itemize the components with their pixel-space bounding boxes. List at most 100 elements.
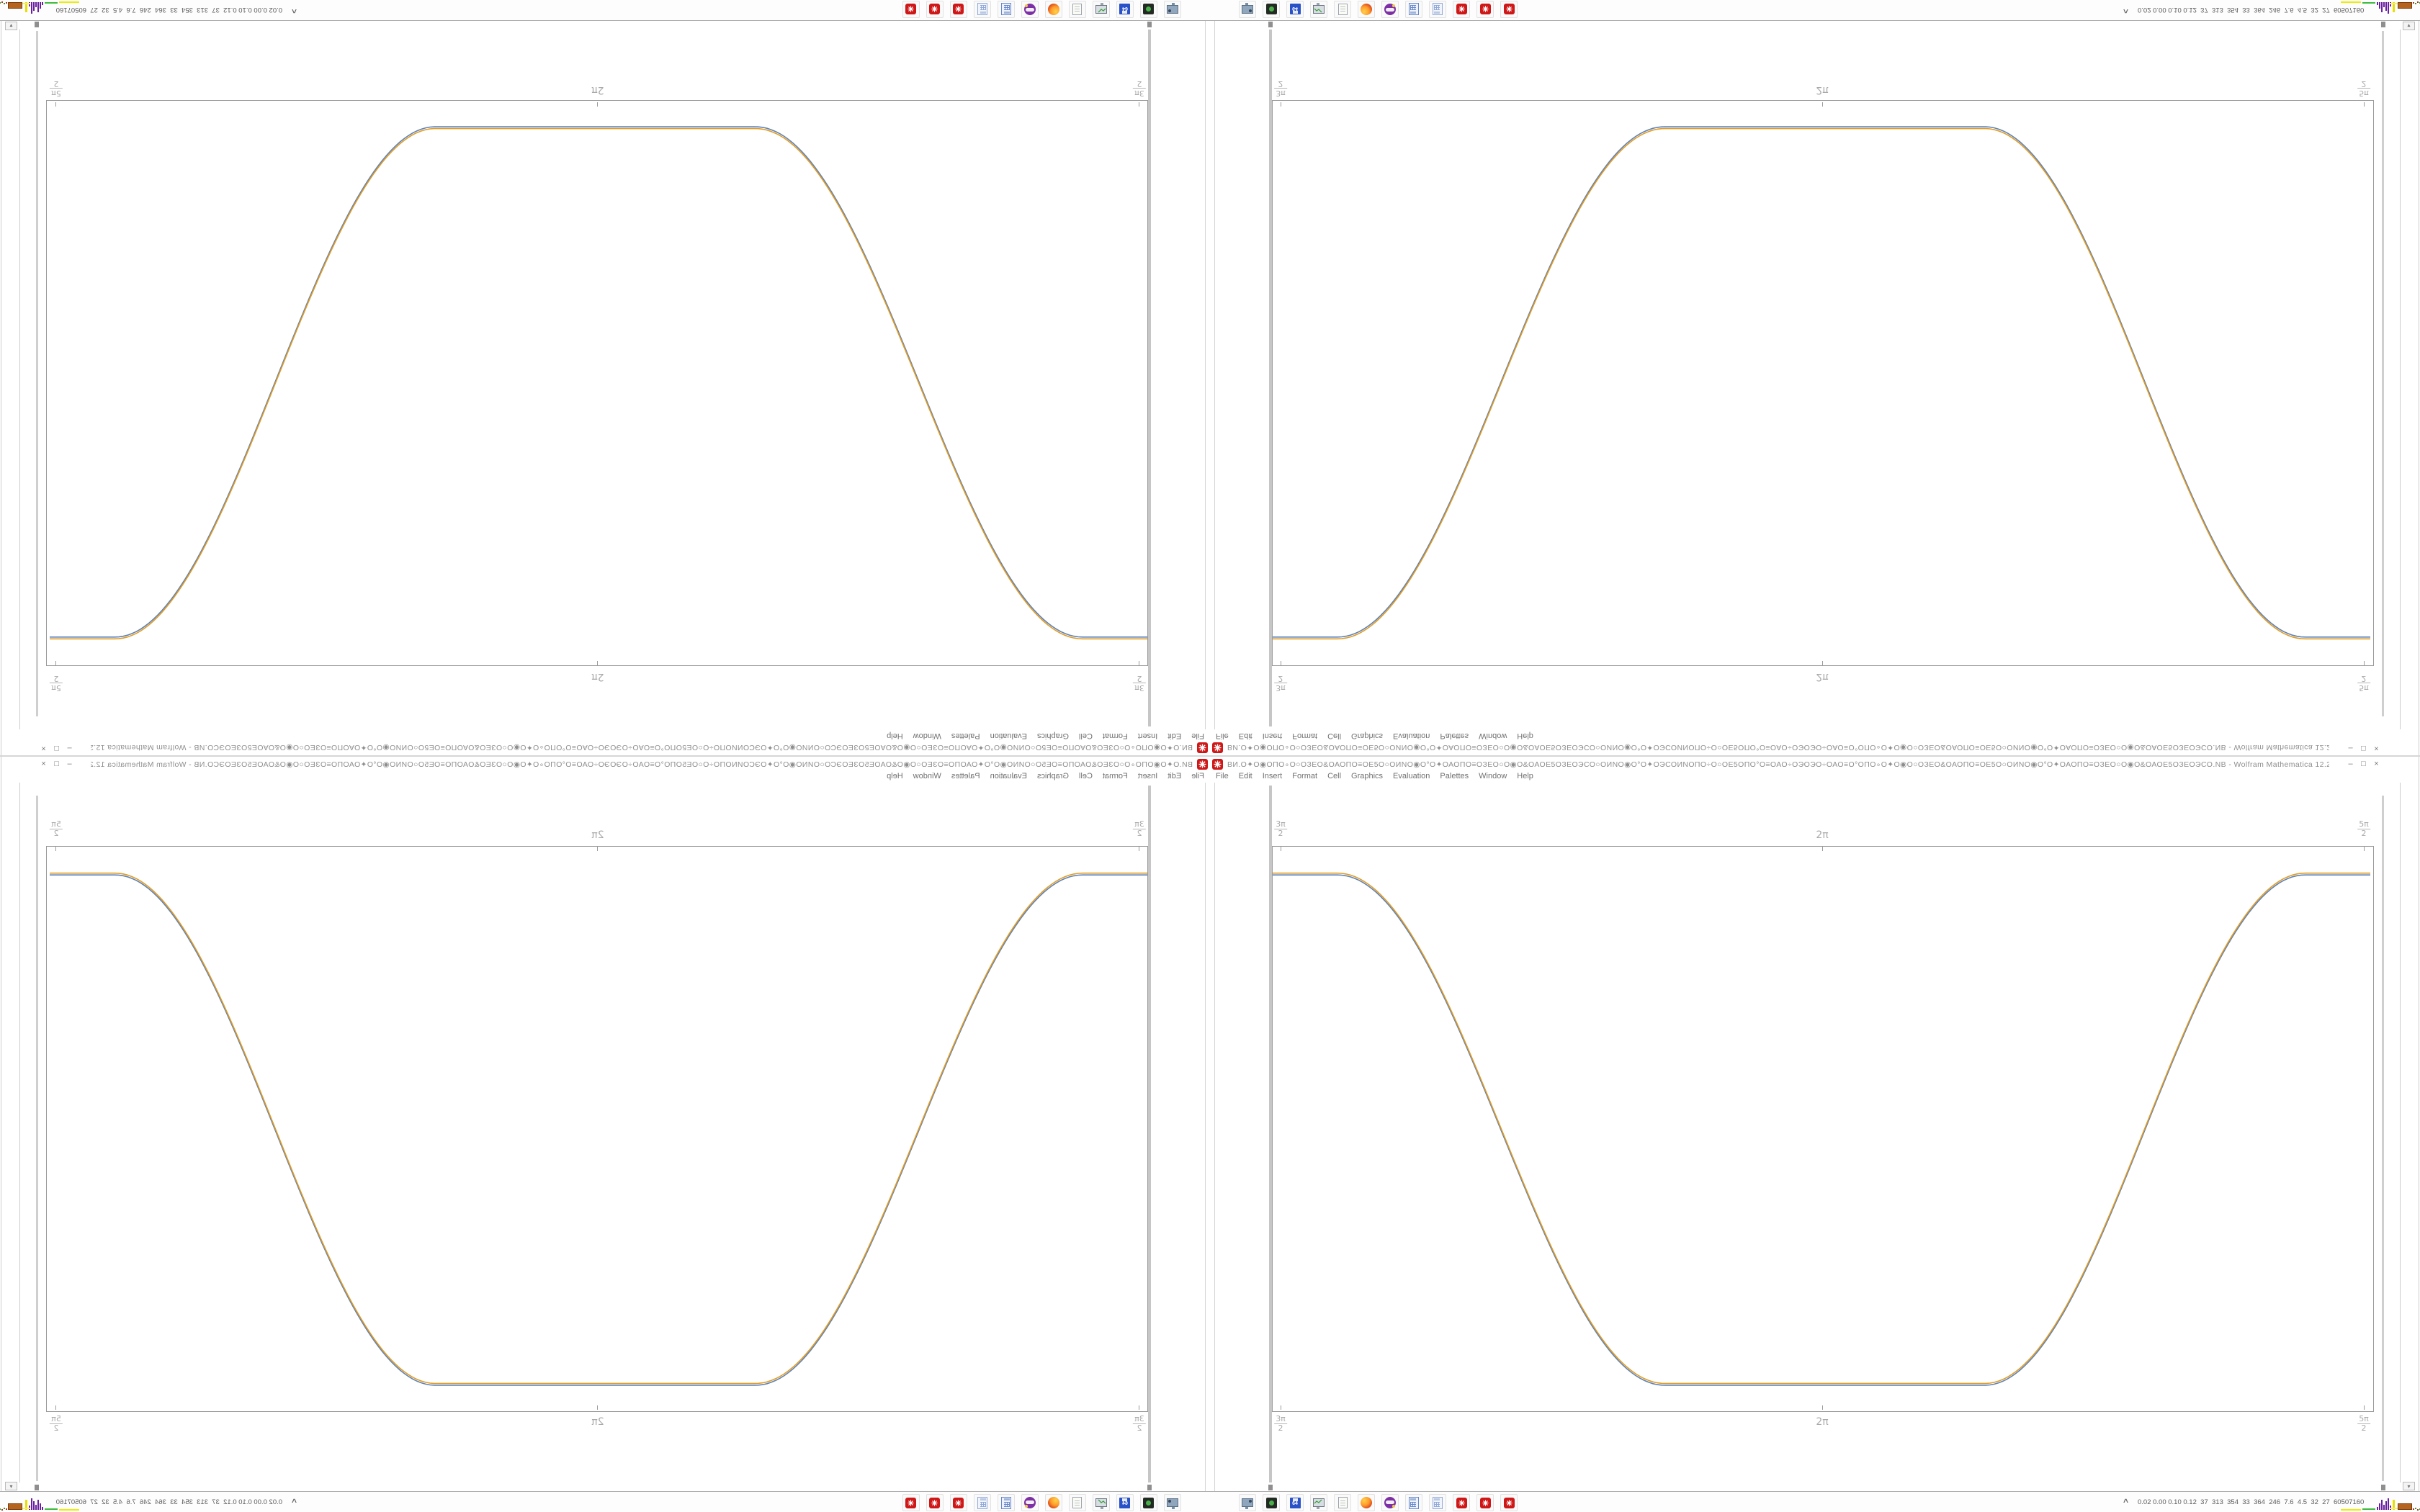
- minimize-button[interactable]: –: [67, 760, 72, 768]
- window-titlebar[interactable]: ВИ.О✦О◉ОПО∘О○ОЗЕО&ОАОПО≡ОЕ5О○ОИNО◉О°О✦ОА…: [1210, 741, 2420, 755]
- taskbar-app-calculator-alt[interactable]: [974, 1, 991, 18]
- taskbar-app-display-capture[interactable]: [1164, 1, 1181, 18]
- window-titlebar[interactable]: ВИ.О✦О◉ОПО∘О○ОЗЕО&ОАОПО≡ОЕ5О○ОИNО◉О°О✦ОА…: [1210, 757, 2420, 771]
- taskbar-app-notes[interactable]: [1334, 1, 1351, 18]
- menu-help[interactable]: Help: [1517, 772, 1533, 780]
- taskbar-app-system-monitor[interactable]: [1310, 1, 1327, 18]
- taskbar-app-mathematica-a[interactable]: [1453, 1, 1470, 18]
- taskbar-app-mathematica-c[interactable]: [902, 1494, 920, 1511]
- menu-cell[interactable]: Cell: [1327, 732, 1342, 740]
- minimize-button[interactable]: –: [67, 744, 72, 752]
- taskbar-app-disk-manager[interactable]: [1263, 1, 1280, 18]
- scrollbar-corner-dropdown[interactable]: ▾: [2403, 1482, 2415, 1490]
- taskbar-app-calculator[interactable]: [998, 1494, 1015, 1511]
- menu-graphics[interactable]: Graphics: [1351, 772, 1384, 780]
- taskbar-app-privacy-browser[interactable]: [1021, 1494, 1039, 1511]
- taskbar-app-mathematica-b[interactable]: [1476, 1, 1494, 18]
- maximize-button[interactable]: □: [2361, 760, 2366, 768]
- taskbar-app-mathematica-c[interactable]: [1500, 1494, 1518, 1511]
- taskbar-app-disk-manager[interactable]: [1140, 1, 1157, 18]
- scrollbar-corner-dropdown[interactable]: ▾: [5, 22, 17, 30]
- taskbar-app-firefox[interactable]: [1045, 1494, 1062, 1511]
- menu-help[interactable]: Help: [887, 772, 903, 780]
- menu-edit[interactable]: Edit: [1238, 772, 1252, 780]
- tray-expander-icon[interactable]: ^: [291, 1497, 297, 1507]
- menu-evaluation[interactable]: Evaluation: [990, 732, 1027, 740]
- menu-evaluation[interactable]: Evaluation: [1393, 732, 1430, 740]
- taskbar-app-calculator-alt[interactable]: [1429, 1494, 1446, 1511]
- menu-format[interactable]: Format: [1292, 772, 1318, 780]
- taskbar-app-firefox[interactable]: [1358, 1, 1375, 18]
- menu-cell[interactable]: Cell: [1078, 772, 1093, 780]
- taskbar-app-calculator-alt[interactable]: [1429, 1, 1446, 18]
- window-titlebar[interactable]: ВИ.О✦О◉ОПО∘О○ОЗЕО&ОАОПО≡ОЕ5О○ОИNО◉О°О✦ОА…: [0, 757, 1210, 771]
- menu-palettes[interactable]: Palettes: [1440, 732, 1469, 740]
- taskbar-app-calculator-alt[interactable]: [974, 1494, 991, 1511]
- window-titlebar[interactable]: ВИ.О✦О◉ОПО∘О○ОЗЕО&ОАОПО≡ОЕ5О○ОИNО◉О°О✦ОА…: [0, 741, 1210, 755]
- tray-expander-icon[interactable]: ^: [2123, 1497, 2129, 1507]
- menu-help[interactable]: Help: [887, 732, 903, 740]
- menu-format[interactable]: Format: [1102, 732, 1128, 740]
- taskbar-app-notes[interactable]: [1334, 1494, 1351, 1511]
- taskbar-app-notes[interactable]: [1069, 1494, 1086, 1511]
- cell-bracket[interactable]: [36, 31, 38, 716]
- taskbar-app-calculator[interactable]: [1405, 1494, 1422, 1511]
- taskbar-app-mathematica-a[interactable]: [950, 1, 967, 18]
- menu-window[interactable]: Window: [1479, 772, 1507, 780]
- scrollbar-corner-dropdown[interactable]: ▾: [5, 1482, 17, 1490]
- taskbar-app-display-capture[interactable]: [1239, 1494, 1256, 1511]
- taskbar-app-display-capture[interactable]: [1164, 1494, 1181, 1511]
- menu-window[interactable]: Window: [1479, 732, 1507, 740]
- menu-cell[interactable]: Cell: [1327, 772, 1342, 780]
- cell-bracket[interactable]: [36, 796, 38, 1481]
- menu-graphics[interactable]: Graphics: [1036, 772, 1069, 780]
- taskbar-app-privacy-browser[interactable]: [1381, 1494, 1399, 1511]
- menu-edit[interactable]: Edit: [1168, 772, 1182, 780]
- taskbar-app-privacy-browser[interactable]: [1021, 1, 1039, 18]
- taskbar-app-calculator[interactable]: [998, 1, 1015, 18]
- menu-graphics[interactable]: Graphics: [1036, 732, 1069, 740]
- maximize-button[interactable]: □: [54, 760, 59, 768]
- cell-bracket[interactable]: [2382, 31, 2384, 716]
- left-scrollbar[interactable]: [1148, 30, 1151, 726]
- menu-help[interactable]: Help: [1517, 732, 1533, 740]
- taskbar-app-mathematica-a[interactable]: [950, 1494, 967, 1511]
- menu-insert[interactable]: Insert: [1137, 772, 1158, 780]
- right-scrollbar-track[interactable]: [19, 30, 20, 729]
- menu-insert[interactable]: Insert: [1137, 732, 1158, 740]
- taskbar-app-floppy-64[interactable]: 64: [1116, 1, 1134, 18]
- taskbar-app-notes[interactable]: [1069, 1, 1086, 18]
- left-scrollbar-thumb[interactable]: [1268, 1485, 1273, 1490]
- left-scrollbar[interactable]: [1269, 786, 1272, 1482]
- close-button[interactable]: ×: [41, 744, 46, 752]
- minimize-button[interactable]: –: [2348, 744, 2353, 752]
- menu-window[interactable]: Window: [913, 772, 941, 780]
- taskbar-app-floppy-64[interactable]: 64: [1286, 1, 1304, 18]
- menu-evaluation[interactable]: Evaluation: [990, 772, 1027, 780]
- left-scrollbar[interactable]: [1148, 786, 1151, 1482]
- menu-insert[interactable]: Insert: [1262, 772, 1283, 780]
- menu-window[interactable]: Window: [913, 732, 941, 740]
- tray-expander-icon[interactable]: ^: [291, 5, 297, 15]
- close-button[interactable]: ×: [2374, 744, 2379, 752]
- taskbar-app-mathematica-c[interactable]: [902, 1, 920, 18]
- left-scrollbar-thumb[interactable]: [1147, 22, 1152, 27]
- minimize-button[interactable]: –: [2348, 760, 2353, 768]
- taskbar-app-mathematica-a[interactable]: [1453, 1494, 1470, 1511]
- menu-file[interactable]: File: [1216, 732, 1229, 740]
- taskbar-app-floppy-64[interactable]: 64: [1286, 1494, 1304, 1511]
- taskbar-app-calculator[interactable]: [1405, 1, 1422, 18]
- right-scrollbar-track[interactable]: [2400, 30, 2401, 729]
- left-scrollbar-thumb[interactable]: [1268, 22, 1273, 27]
- menu-format[interactable]: Format: [1292, 732, 1318, 740]
- menu-graphics[interactable]: Graphics: [1351, 732, 1384, 740]
- taskbar-app-mathematica-b[interactable]: [1476, 1494, 1494, 1511]
- taskbar-app-floppy-64[interactable]: 64: [1116, 1494, 1134, 1511]
- taskbar-app-disk-manager[interactable]: [1140, 1494, 1157, 1511]
- menu-file[interactable]: File: [1191, 772, 1204, 780]
- menu-edit[interactable]: Edit: [1238, 732, 1252, 740]
- taskbar-app-display-capture[interactable]: [1239, 1, 1256, 18]
- menu-palettes[interactable]: Palettes: [951, 772, 980, 780]
- taskbar-app-system-monitor[interactable]: [1093, 1494, 1110, 1511]
- menu-file[interactable]: File: [1216, 772, 1229, 780]
